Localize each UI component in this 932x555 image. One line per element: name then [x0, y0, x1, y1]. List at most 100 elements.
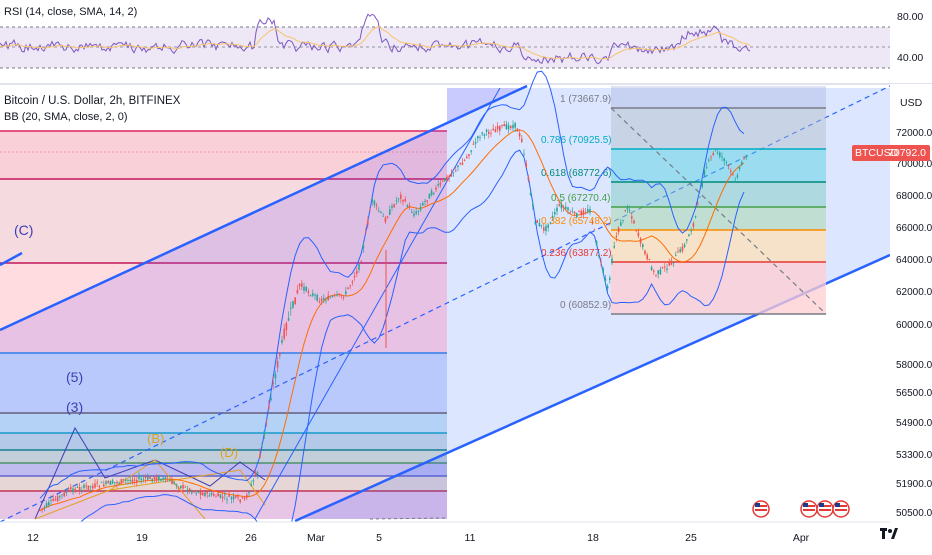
currency-label[interactable]: USD	[900, 97, 923, 109]
candle-body	[96, 482, 98, 484]
candle-body	[534, 221, 536, 223]
candle-body	[272, 383, 274, 384]
candle-body	[734, 180, 736, 182]
rising-channel-fill	[0, 86, 527, 519]
channel-upper-line[interactable]	[0, 84, 528, 332]
fib-zone	[0, 450, 447, 463]
time-tick-label: 26	[245, 532, 257, 544]
candle-body	[74, 488, 76, 492]
flag-us-icon[interactable]	[752, 500, 770, 518]
price-tick-label: 72000.0	[896, 128, 932, 139]
candle-body	[235, 495, 237, 498]
candle-body	[455, 170, 457, 172]
candle-body	[439, 183, 442, 185]
candle-body	[576, 213, 578, 218]
main-pane[interactable]: 1 (73667.9) 0.786 (70925.5) 0.618 (68772…	[0, 70, 891, 555]
candle-body	[54, 499, 57, 501]
candle-body	[329, 297, 332, 299]
price-tick-label: 58000.0	[896, 360, 932, 371]
candle-body	[367, 220, 369, 225]
candle-body	[127, 479, 129, 481]
rsi-pane[interactable]: 80.00 40.00	[0, 0, 923, 82]
candle-body	[375, 204, 378, 206]
candle-body	[481, 132, 483, 134]
price-tick-label: 53300.0	[896, 450, 932, 461]
candle-body	[287, 318, 290, 321]
candle-body	[705, 166, 708, 168]
candle-body	[589, 208, 591, 213]
candles-group	[39, 120, 747, 513]
price-axis-labels: 72000.0 70000.0 68000.0 66000.0 64000.0 62000…	[896, 128, 932, 519]
candle-body	[701, 182, 703, 187]
time-tick-label: Mar	[307, 532, 326, 544]
candle-body	[133, 479, 136, 481]
fib-zone	[0, 413, 447, 433]
candle-body	[232, 496, 235, 500]
candle-body	[52, 498, 54, 501]
rsi-title[interactable]: RSI (14, close, SMA, 14, 2)	[4, 6, 138, 18]
candle-body	[164, 477, 167, 480]
trend-line[interactable]	[254, 87, 501, 520]
candle-body	[690, 230, 692, 232]
candle-body	[147, 476, 149, 480]
main-title[interactable]: Bitcoin / U.S. Dollar, 2h, BITFINEX	[4, 95, 181, 107]
candle-body	[43, 506, 46, 508]
bb-title[interactable]: BB (20, SMA, close, 2, 0)	[4, 111, 128, 123]
candle-body	[39, 509, 41, 511]
candle-body	[499, 126, 501, 131]
candle-body	[661, 267, 664, 269]
candle-body	[48, 502, 50, 506]
price-tick-label: 68000.0	[896, 191, 932, 202]
candle-body	[122, 479, 125, 480]
candle-body	[338, 293, 340, 295]
candle-body	[173, 482, 175, 484]
candle-body	[171, 480, 173, 485]
candle-body	[129, 479, 131, 481]
candle-body	[712, 153, 714, 155]
flag-us-icon[interactable]	[800, 500, 818, 518]
time-axis[interactable]	[0, 522, 932, 550]
candle-body	[615, 235, 618, 238]
candle-body	[221, 496, 224, 499]
candle-body	[545, 225, 547, 232]
flag-us-icon[interactable]	[816, 500, 834, 518]
channel-median-line[interactable]	[0, 85, 891, 523]
candle-body	[83, 484, 85, 488]
candle-body	[635, 230, 637, 231]
candle-body	[703, 170, 706, 176]
candle-body	[710, 156, 712, 158]
candle-body	[155, 477, 158, 481]
candle-body	[219, 494, 222, 498]
candle-body	[745, 156, 747, 158]
fib-trend-line[interactable]	[610, 107, 827, 315]
candle-body	[457, 165, 459, 168]
candle-body	[631, 216, 633, 219]
candle-body	[637, 232, 640, 236]
candle-body	[230, 497, 233, 499]
candle-body	[197, 491, 200, 493]
candle-body	[604, 278, 607, 281]
candle-body	[349, 285, 351, 287]
channel-stub-line[interactable]	[0, 251, 23, 267]
candle-body	[327, 295, 329, 301]
tradingview-logo-icon[interactable]	[880, 528, 898, 542]
flag-us-icon[interactable]	[832, 500, 850, 518]
candle-body	[314, 294, 316, 296]
candle-body	[428, 193, 431, 199]
candle-body	[320, 298, 323, 301]
candle-body	[206, 491, 208, 494]
candle-body	[624, 210, 626, 212]
candle-body	[391, 206, 393, 208]
candle-body	[270, 398, 272, 400]
candle-body	[472, 143, 475, 145]
candle-body	[160, 478, 162, 481]
candle-body	[725, 162, 728, 163]
candle-body	[166, 480, 169, 482]
trend-line-dashed[interactable]	[369, 517, 446, 520]
candle-body	[743, 158, 745, 160]
candle-body	[622, 219, 624, 221]
candle-body	[437, 184, 439, 186]
candle-body	[642, 244, 644, 248]
